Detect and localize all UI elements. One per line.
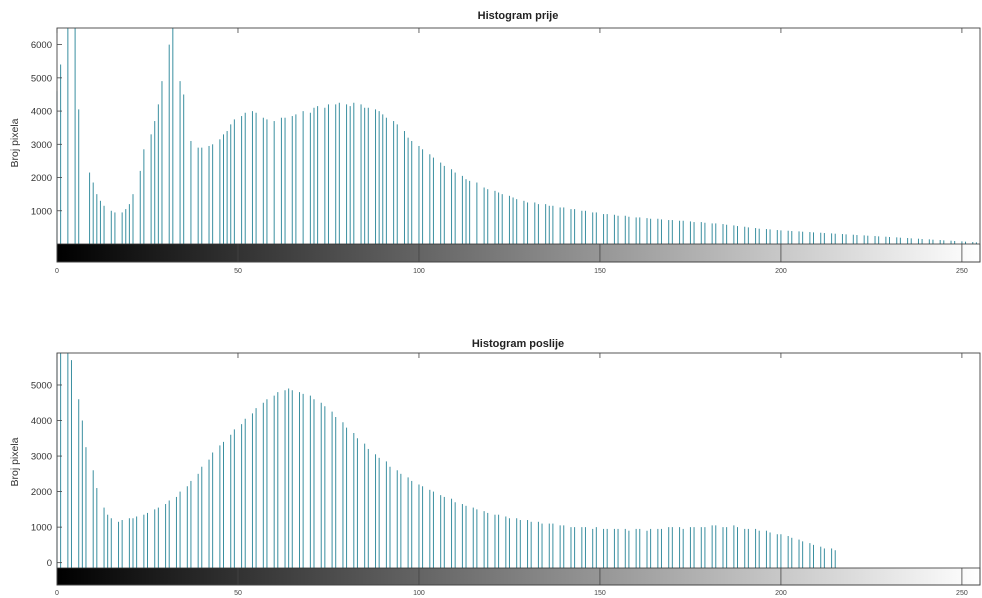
y-axis-label: Broj pixela xyxy=(9,118,21,167)
x-tick-label: 50 xyxy=(234,590,242,597)
plot-frame xyxy=(56,27,981,263)
plot-frame xyxy=(56,352,981,586)
x-tick-label: 0 xyxy=(55,268,59,275)
y-tick-label: 2000 xyxy=(31,487,52,498)
x-tick-label: 200 xyxy=(775,268,787,275)
x-tick-label: 200 xyxy=(775,590,787,597)
chart-histogram-poslije: Histogram poslije Broj pixela 0100020003… xyxy=(9,338,981,597)
y-tick-label: 6000 xyxy=(31,40,52,51)
y-tick-label: 1000 xyxy=(31,523,52,534)
y-ticks: 0 1000 2000 3000 4000 5000 xyxy=(31,380,62,569)
y-ticks: 1000 2000 3000 4000 5000 6000 xyxy=(31,40,62,217)
x-tick-label: 100 xyxy=(413,268,425,275)
y-tick-label: 3000 xyxy=(31,452,52,463)
chart-title: Histogram poslije xyxy=(472,338,564,350)
chart-title: Histogram prije xyxy=(478,10,559,22)
y-tick-label: 4000 xyxy=(31,107,52,118)
bar-series xyxy=(56,28,977,244)
y-tick-label: 5000 xyxy=(31,380,52,391)
grayscale-colorbar xyxy=(56,567,981,586)
y-tick-label: 3000 xyxy=(31,140,52,151)
bar-series xyxy=(56,353,836,568)
y-tick-label: 1000 xyxy=(31,206,52,217)
y-tick-label: 2000 xyxy=(31,173,52,184)
x-tick-label: 150 xyxy=(594,590,606,597)
grayscale-colorbar xyxy=(56,243,981,263)
x-tick-label: 100 xyxy=(413,590,425,597)
x-tick-label: 250 xyxy=(956,268,968,275)
y-tick-label: 0 xyxy=(47,558,52,569)
x-tick-label: 150 xyxy=(594,268,606,275)
chart-histogram-prije: Histogram prije Broj pixela 100020003000… xyxy=(9,10,981,275)
x-ticks: 0 50 100 150 200 250 xyxy=(55,28,968,275)
y-tick-label: 4000 xyxy=(31,416,52,427)
x-ticks: 0 50 100 150 200 250 xyxy=(55,353,968,597)
x-tick-label: 250 xyxy=(956,590,968,597)
y-tick-label: 5000 xyxy=(31,73,52,84)
y-axis-label: Broj pixela xyxy=(9,437,21,486)
x-tick-label: 50 xyxy=(234,268,242,275)
x-tick-label: 0 xyxy=(55,590,59,597)
